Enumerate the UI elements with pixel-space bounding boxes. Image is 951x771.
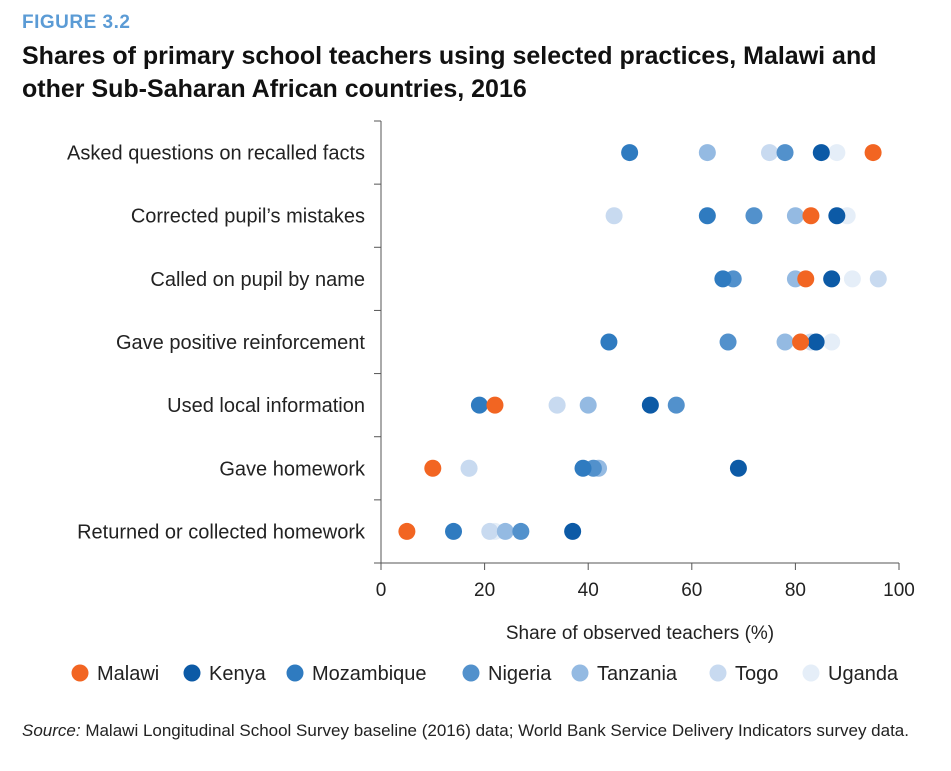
legend-label-kenya: Kenya bbox=[209, 663, 267, 685]
data-point-togo bbox=[761, 144, 778, 162]
source-text: Malawi Longitudinal School Survey baseli… bbox=[80, 721, 909, 740]
category-label: Returned or collected homework bbox=[77, 521, 366, 543]
data-point-nigeria bbox=[667, 396, 685, 414]
legend-label-mozambique: Mozambique bbox=[312, 663, 427, 685]
category-label: Gave homework bbox=[219, 458, 366, 480]
category-label: Gave positive reinforcement bbox=[116, 332, 365, 354]
data-point-togo bbox=[605, 207, 623, 225]
legend-marker-malawi bbox=[71, 664, 89, 682]
data-point-tanzania bbox=[776, 333, 794, 351]
x-tick-label: 80 bbox=[785, 580, 806, 601]
source-prefix: Source: bbox=[22, 721, 81, 740]
data-point-malawi bbox=[792, 333, 810, 351]
legend-label-togo: Togo bbox=[735, 663, 778, 685]
axis-layer: 0 20 40 60 80 100 bbox=[374, 120, 915, 601]
legend-marker-tanzania bbox=[571, 664, 589, 682]
figure-label: FIGURE 3.2 bbox=[22, 12, 131, 33]
data-point-togo bbox=[460, 459, 478, 477]
data-point-malawi bbox=[486, 396, 504, 414]
data-point-uganda bbox=[828, 144, 846, 162]
legend-marker-nigeria bbox=[462, 664, 480, 682]
data-point-mozambique bbox=[574, 459, 592, 477]
data-point-malawi bbox=[424, 459, 442, 477]
legend: Malawi Kenya Mozambique Nigeria Tanzania Togo… bbox=[71, 663, 899, 685]
data-point-mozambique bbox=[470, 396, 488, 414]
x-tick-label: 100 bbox=[883, 580, 915, 601]
data-point-togo bbox=[869, 270, 887, 288]
data-point-togo bbox=[548, 396, 566, 414]
data-point-tanzania bbox=[496, 522, 514, 540]
data-point-nigeria bbox=[512, 522, 530, 540]
data-point-mozambique bbox=[621, 144, 639, 162]
data-point-kenya bbox=[729, 459, 747, 477]
source-note: Source: Malawi Longitudinal School Surve… bbox=[22, 719, 922, 743]
x-tick-label: 60 bbox=[681, 580, 702, 601]
data-point-kenya bbox=[828, 207, 846, 225]
x-axis-title: Share of observed teachers (%) bbox=[506, 623, 774, 644]
legend-marker-uganda bbox=[802, 664, 820, 682]
legend-label-tanzania: Tanzania bbox=[597, 663, 678, 685]
legend-label-uganda: Uganda bbox=[828, 663, 899, 685]
data-point-mozambique bbox=[714, 270, 732, 288]
data-point-kenya bbox=[641, 396, 659, 414]
data-point-tanzania bbox=[579, 396, 597, 414]
legend-marker-kenya bbox=[183, 664, 201, 682]
data-point-mozambique bbox=[698, 207, 716, 225]
data-point-kenya bbox=[807, 333, 825, 351]
category-labels: Asked questions on recalled facts Correct… bbox=[67, 143, 366, 544]
data-point-uganda bbox=[843, 270, 861, 288]
data-point-kenya bbox=[823, 270, 841, 288]
data-point-tanzania bbox=[786, 207, 804, 225]
x-tick-label: 20 bbox=[474, 580, 495, 601]
data-point-nigeria bbox=[776, 144, 794, 162]
x-tick-label: 40 bbox=[578, 580, 599, 601]
category-label: Asked questions on recalled facts bbox=[67, 143, 365, 165]
data-point-nigeria bbox=[719, 333, 737, 351]
category-label: Corrected pupil’s mistakes bbox=[131, 206, 365, 228]
data-point-mozambique bbox=[445, 522, 463, 540]
data-point-kenya bbox=[812, 144, 830, 162]
category-label: Used local information bbox=[167, 395, 365, 417]
data-point-nigeria bbox=[745, 207, 763, 225]
data-point-uganda bbox=[823, 333, 841, 351]
legend-marker-mozambique bbox=[286, 664, 304, 682]
data-point-kenya bbox=[564, 522, 582, 540]
data-point-mozambique bbox=[600, 333, 618, 351]
data-point-malawi bbox=[802, 207, 820, 225]
data-point-malawi bbox=[797, 270, 815, 288]
legend-marker-togo bbox=[709, 664, 727, 682]
chart-title: Shares of primary school teachers using … bbox=[22, 42, 877, 103]
category-label: Called on pupil by name bbox=[150, 269, 365, 291]
data-point-malawi bbox=[864, 144, 882, 162]
data-points bbox=[398, 144, 887, 540]
data-point-malawi bbox=[398, 522, 416, 540]
data-point-tanzania bbox=[698, 144, 716, 162]
legend-label-malawi: Malawi bbox=[97, 663, 159, 685]
x-tick-label: 0 bbox=[376, 580, 387, 601]
data-point-togo bbox=[481, 522, 499, 540]
legend-label-nigeria: Nigeria bbox=[488, 663, 552, 685]
